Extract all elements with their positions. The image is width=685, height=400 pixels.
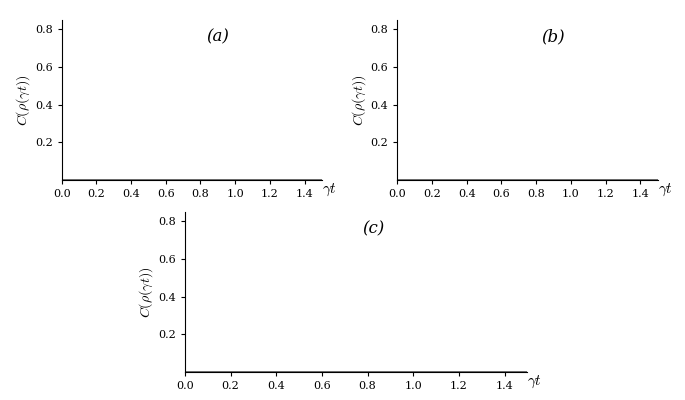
Text: $\gamma t$: $\gamma t$	[322, 182, 337, 198]
Text: (b): (b)	[542, 28, 565, 45]
Text: (c): (c)	[362, 220, 384, 237]
Text: (a): (a)	[206, 28, 229, 45]
Text: $\gamma t$: $\gamma t$	[658, 182, 673, 198]
Y-axis label: $C(\rho(\gamma t))$: $C(\rho(\gamma t))$	[138, 266, 155, 318]
Y-axis label: $C(\rho(\gamma t))$: $C(\rho(\gamma t))$	[350, 74, 368, 126]
Text: $\gamma t$: $\gamma t$	[527, 374, 543, 390]
Y-axis label: $C(\rho(\gamma t))$: $C(\rho(\gamma t))$	[14, 74, 32, 126]
